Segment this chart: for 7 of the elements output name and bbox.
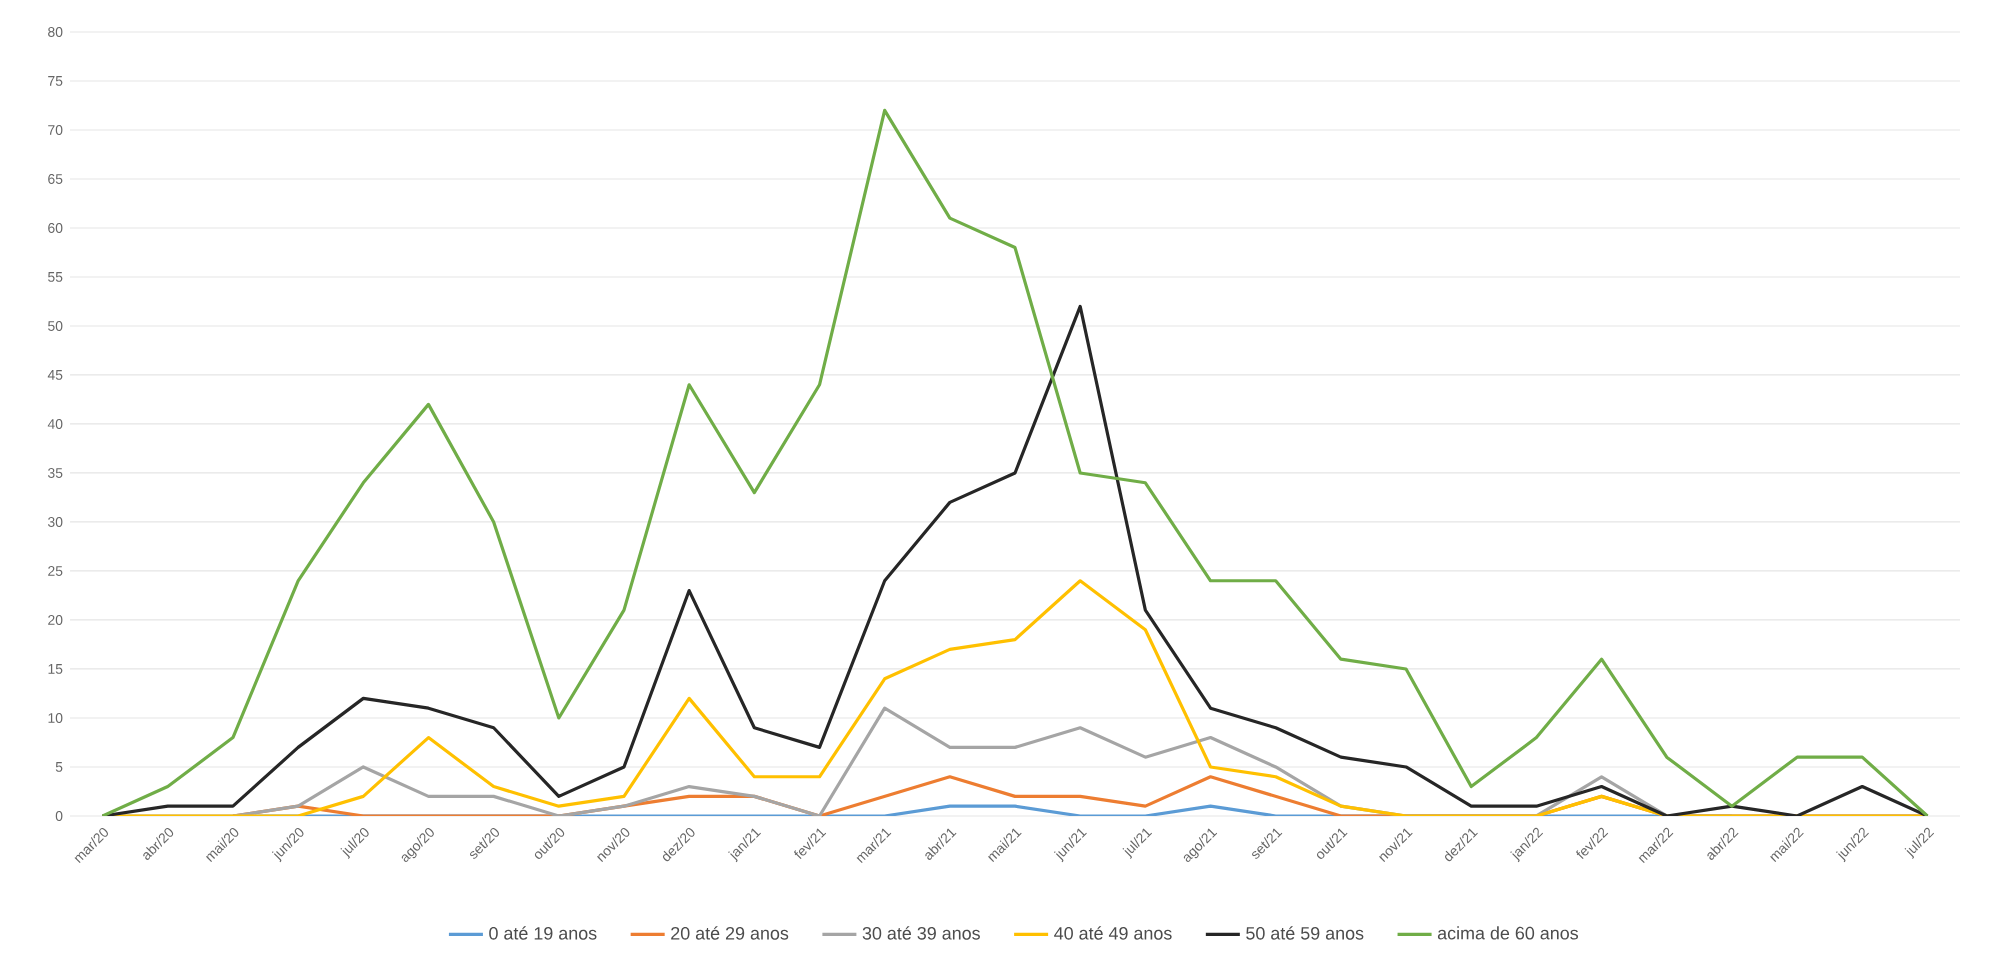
legend-label: 20 até 29 anos bbox=[671, 926, 789, 940]
legend-label: acima de 60 anos bbox=[1437, 926, 1579, 940]
line-series bbox=[101, 108, 1930, 816]
legend-label: 40 até 49 anos bbox=[1054, 926, 1172, 940]
legend-label: 30 até 39 anos bbox=[862, 926, 980, 940]
legend-label: 50 até 59 anos bbox=[1246, 926, 1364, 940]
legend-label: 0 até 19 anos bbox=[489, 926, 597, 940]
